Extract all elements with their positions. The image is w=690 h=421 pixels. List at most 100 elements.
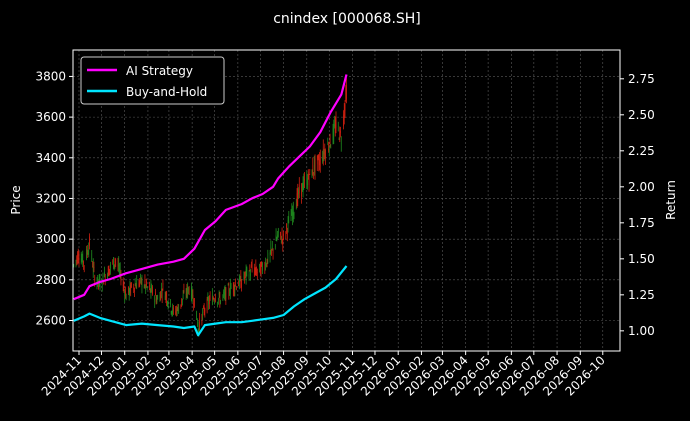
price-candle-body: [338, 138, 340, 140]
price-candle-body: [230, 284, 231, 294]
price-candle-body: [146, 287, 148, 288]
price-candle-body: [251, 264, 253, 270]
price-candle-body: [113, 264, 115, 267]
price-candle-body: [166, 295, 167, 302]
price-candle-body: [261, 261, 263, 265]
price-candle-body: [238, 284, 239, 287]
price-candle-body: [297, 189, 299, 200]
price-candle-body: [83, 265, 85, 267]
price-candle-body: [171, 311, 173, 314]
price-candle-body: [135, 285, 137, 289]
price-candle-body: [143, 286, 145, 288]
price-candle-body: [150, 285, 152, 293]
price-candle-body: [318, 161, 320, 166]
price-candle-body: [343, 109, 345, 117]
price-candle-body: [227, 284, 229, 286]
price-candle-body: [313, 162, 315, 172]
price-candle-body: [319, 156, 321, 167]
price-candle-body: [255, 265, 257, 273]
price-candle-body: [128, 289, 130, 296]
price-candle-body: [304, 179, 305, 181]
price-candle-body: [328, 148, 329, 151]
price-candle-body: [119, 266, 121, 273]
price-candle-body: [170, 299, 171, 306]
y-right-tick-label: 1.75: [628, 216, 655, 230]
series-line-buy-and-hold: [73, 265, 348, 337]
price-candle-body: [215, 298, 216, 302]
price-candle-body: [257, 271, 258, 273]
price-candle-body: [219, 297, 221, 305]
price-candle-body: [197, 322, 198, 327]
price-candle-body: [233, 283, 234, 291]
price-candle-body: [134, 284, 136, 286]
price-candle-body: [94, 277, 96, 285]
price-candle-body: [281, 240, 282, 243]
price-candle-body: [98, 277, 100, 284]
price-candle-body: [196, 310, 197, 320]
price-candle-body: [134, 287, 135, 293]
price-candle-body: [248, 274, 250, 279]
price-candle-body: [335, 117, 337, 129]
price-candle-body: [155, 298, 157, 303]
price-candle-body: [91, 253, 93, 259]
price-candle-body: [283, 233, 284, 235]
price-candle-body: [78, 258, 80, 260]
price-candle-body: [199, 318, 200, 327]
price-candle-body: [161, 289, 162, 293]
price-candle-body: [293, 212, 295, 216]
price-candle-body: [272, 249, 274, 254]
price-candle-body: [233, 283, 235, 293]
price-candles: [73, 78, 347, 337]
price-candle-body: [334, 124, 335, 127]
price-candle-body: [157, 298, 158, 300]
price-candle-body: [323, 151, 325, 155]
price-candle-body: [269, 251, 271, 256]
price-candle-body: [301, 183, 302, 197]
price-candle-body: [125, 291, 126, 298]
price-candle-body: [76, 257, 78, 260]
price-candle-body: [194, 298, 195, 307]
price-candle-body: [214, 301, 215, 302]
price-candle-body: [282, 239, 284, 245]
price-candle-body: [308, 178, 310, 186]
price-candle-body: [306, 176, 308, 188]
price-candle-body: [266, 265, 267, 266]
price-candle-body: [204, 309, 206, 312]
price-candle-body: [291, 208, 293, 216]
price-candle-body: [131, 282, 132, 288]
price-candle-body: [316, 155, 318, 164]
price-candle-body: [287, 229, 288, 235]
price-candle-body: [212, 298, 214, 299]
price-candle-body: [330, 146, 332, 148]
price-candle-body: [235, 283, 236, 285]
price-candle-body: [239, 277, 241, 281]
price-candle-body: [77, 252, 79, 260]
price-candle-body: [125, 295, 127, 301]
price-candle-body: [206, 298, 208, 312]
price-candle-body: [101, 285, 103, 287]
price-candle-body: [201, 314, 203, 324]
price-candle-body: [313, 172, 314, 174]
price-candle-body: [344, 104, 346, 112]
price-candle-body: [165, 293, 167, 297]
price-candle-body: [325, 149, 326, 158]
price-candle-body: [136, 280, 137, 289]
price-candle-body: [260, 264, 262, 276]
y-axis-left-label: Price: [9, 185, 23, 214]
price-candle-body: [99, 279, 101, 289]
price-candle-body: [327, 142, 329, 145]
price-candle-body: [249, 266, 251, 271]
price-candle-body: [149, 288, 151, 292]
price-candle-body: [254, 269, 255, 275]
price-candle-body: [218, 292, 220, 295]
price-candle-body: [202, 311, 203, 316]
price-candle-body: [245, 268, 247, 278]
legend: AI Strategy Buy-and-Hold: [80, 56, 225, 105]
price-candle-body: [340, 142, 342, 144]
price-candle-body: [217, 302, 218, 304]
price-candle-body: [209, 295, 211, 297]
price-candle-body: [272, 247, 273, 249]
price-candle-body: [167, 303, 169, 306]
price-candle-body: [340, 131, 341, 133]
price-candle-body: [141, 278, 143, 287]
